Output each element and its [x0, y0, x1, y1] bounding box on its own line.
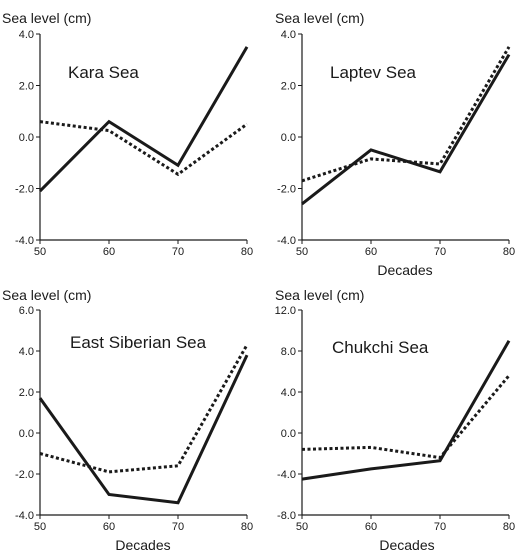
ylabel: Sea level (cm) — [275, 287, 364, 303]
y-tick-label: 4.0 — [281, 387, 296, 399]
y-tick-label: 0.0 — [19, 428, 34, 440]
panel-kara-sea: Sea level (cm) Kara Sea 4.0 2.0 0.0 -2.0 -4.… — [2, 10, 253, 258]
panel-laptev-sea: Sea level (cm) Laptev Sea Decades 4.0 2.0… — [275, 10, 515, 278]
xlabel: Decades — [379, 537, 434, 553]
panel-title: Kara Sea — [68, 63, 139, 82]
x-tick-label: 50 — [296, 246, 308, 258]
dotted-series-line — [39, 120, 248, 177]
y-tick-label: 0.0 — [19, 132, 34, 144]
x-tick-label: 80 — [503, 521, 515, 533]
solid-series-line — [38, 354, 249, 505]
y-tick-label: 4.0 — [281, 29, 296, 41]
x-tick-label: 80 — [241, 521, 253, 533]
x-tick-label: 60 — [103, 246, 115, 258]
y-tick-label: -2.0 — [15, 469, 34, 481]
x-tick-label: 50 — [34, 246, 46, 258]
panel-chukchi-sea: Sea level (cm) Chukchi Sea Decades 12.0 8… — [275, 287, 516, 553]
y-tick-label: -4.0 — [277, 235, 296, 247]
y-tick-label: -8.0 — [277, 510, 296, 522]
dotted-series-line — [39, 344, 249, 474]
y-tick-label: -2.0 — [15, 184, 34, 196]
y-tick-label: 12.0 — [275, 305, 296, 317]
y-tick-label: 4.0 — [19, 29, 34, 41]
ylabel: Sea level (cm) — [2, 287, 91, 303]
dotted-series-line — [301, 46, 511, 183]
panel-title: East Siberian Sea — [70, 333, 207, 352]
panel-east-siberian-sea: Sea level (cm) East Siberian Sea Decades… — [2, 287, 253, 553]
y-tick-label: 2.0 — [281, 81, 296, 93]
solid-series-line — [301, 340, 511, 481]
x-tick-label: 50 — [296, 521, 308, 533]
xlabel: Decades — [377, 262, 432, 278]
x-tick-label: 70 — [172, 521, 184, 533]
y-tick-label: 0.0 — [281, 428, 296, 440]
x-tick-label: 60 — [365, 246, 377, 258]
y-tick-label: -2.0 — [277, 184, 296, 196]
ylabel: Sea level (cm) — [2, 10, 91, 26]
y-tick-label: 0.0 — [281, 132, 296, 144]
dotted-series-line — [301, 374, 511, 460]
y-tick-label: 2.0 — [19, 387, 34, 399]
x-tick-label: 70 — [172, 246, 184, 258]
x-tick-label: 80 — [241, 246, 253, 258]
y-tick-label: -4.0 — [277, 469, 296, 481]
x-tick-label: 80 — [503, 246, 515, 258]
y-tick-label: -4.0 — [15, 510, 34, 522]
y-tick-label: 8.0 — [281, 346, 296, 358]
y-tick-label: 2.0 — [19, 81, 34, 93]
y-tick-label: 4.0 — [19, 346, 34, 358]
y-tick-label: 6.0 — [19, 305, 34, 317]
x-tick-label: 50 — [34, 521, 46, 533]
panel-title: Laptev Sea — [330, 63, 417, 82]
y-tick-label: -4.0 — [15, 235, 34, 247]
panel-title: Chukchi Sea — [332, 338, 429, 357]
solid-series-line — [38, 46, 249, 193]
ylabel: Sea level (cm) — [275, 10, 364, 26]
xlabel: Decades — [115, 537, 170, 553]
x-tick-label: 60 — [103, 521, 115, 533]
x-tick-label: 70 — [434, 521, 446, 533]
x-tick-label: 60 — [365, 521, 377, 533]
x-tick-label: 70 — [434, 246, 446, 258]
